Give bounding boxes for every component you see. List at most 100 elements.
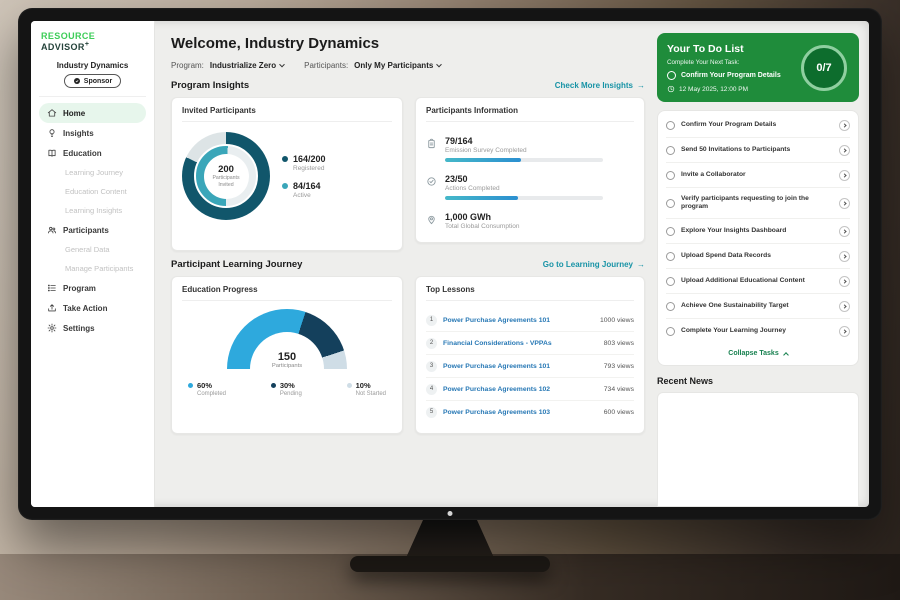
todo-title: Your To Do List (667, 43, 744, 55)
task-label: Confirm Your Program Details (681, 120, 777, 128)
task-row[interactable]: Upload Additional Educational Content (666, 269, 850, 295)
next-task-label: Confirm Your Program Details (681, 72, 781, 79)
program-select[interactable]: Industrialize Zero (209, 61, 285, 70)
progress-bar-fill (445, 158, 521, 162)
chevron-right-icon[interactable] (839, 144, 850, 156)
chevron-right-icon[interactable] (839, 325, 850, 337)
sidebar-item-participants[interactable]: Participants (39, 220, 146, 240)
legend-item: 30% Pending (270, 381, 302, 397)
sidebar-item-insights[interactable]: Insights (39, 123, 146, 143)
participants-filter-label: Participants: (304, 61, 349, 70)
task-label: Complete Your Learning Journey (681, 327, 786, 335)
go-to-learning-journey-link[interactable]: Go to Learning Journey → (543, 260, 645, 269)
chevron-right-icon[interactable] (839, 197, 850, 209)
sidebar-item-take-action[interactable]: Take Action (39, 298, 146, 318)
participants-select-value: Only My Participants (354, 61, 434, 70)
lesson-rank: 3 (426, 360, 437, 372)
task-checkbox[interactable] (666, 145, 675, 155)
nav-label: Settings (63, 323, 95, 333)
lesson-rank: 2 (426, 337, 437, 349)
sidebar-item-program[interactable]: Program (39, 278, 146, 298)
lesson-link[interactable]: Power Purchase Agreements 103 (443, 408, 551, 416)
task-checkbox[interactable] (666, 170, 675, 180)
gauge-center: 150 Participants (227, 351, 347, 369)
task-checkbox[interactable] (666, 326, 675, 336)
task-row[interactable]: Invite a Collaborator (666, 163, 850, 188)
task-checkbox[interactable] (666, 198, 675, 208)
upload-icon (48, 304, 56, 312)
account-name: Industry Dynamics (56, 61, 129, 70)
sidebar-item-education[interactable]: Education (39, 143, 146, 163)
donut-legend: 164/200 Registered 84/164 Active (282, 145, 326, 208)
legend-dot-pending (270, 383, 276, 388)
task-row[interactable]: Verify participants requesting to join t… (666, 188, 850, 220)
sidebar-item-manage-participants[interactable]: Manage Participants (39, 259, 146, 278)
stat-row: 1,000 GWh Total Global Consumption (426, 206, 634, 240)
lesson-link[interactable]: Power Purchase Agreements 101 (443, 316, 551, 324)
lesson-link[interactable]: Financial Considerations - VPPAs (443, 339, 552, 347)
gear-icon (47, 323, 57, 333)
todo-progress-value: 0/7 (816, 61, 832, 74)
task-list: Confirm Your Program Details Send 50 Inv… (657, 110, 859, 367)
sidebar-item-learning-journey[interactable]: Learning Journey (39, 163, 146, 182)
chevron-right-icon[interactable] (839, 250, 850, 262)
task-row[interactable]: Achieve One Sustainability Target (666, 294, 850, 320)
program-select-value: Industrialize Zero (209, 61, 277, 70)
sidebar-item-home[interactable]: Home (39, 103, 146, 123)
task-label: Verify participants requesting to join t… (681, 194, 809, 211)
sidebar-item-settings[interactable]: Settings (39, 318, 146, 338)
sidebar-item-learning-insights[interactable]: Learning Insights (39, 201, 146, 220)
sidebar-item-education-content[interactable]: Education Content (39, 182, 146, 201)
task-label: Achieve One Sustainability Target (681, 302, 789, 310)
chevron-right-icon[interactable] (839, 119, 850, 131)
lesson-link[interactable]: Power Purchase Agreements 101 (443, 362, 551, 370)
task-row[interactable]: Explore Your Insights Dashboard (666, 219, 850, 245)
task-row[interactable]: Send 50 Invitations to Participants (666, 138, 850, 163)
legend-item: 84/164 Active (282, 181, 326, 199)
legend-item: 10% Not Started (346, 381, 386, 397)
monitor-bezel: RESOURCE ADVISOR+ Industry Dynamics Spon… (18, 8, 882, 520)
donut-center-label: Participants Invited (212, 175, 240, 188)
chevron-right-icon[interactable] (839, 300, 850, 312)
sidebar-item-general-data[interactable]: General Data (39, 240, 146, 259)
lesson-row: 2 Financial Considerations - VPPAs 803 v… (426, 332, 634, 355)
account-section: Industry Dynamics Sponsor (39, 61, 146, 97)
task-checkbox[interactable] (666, 301, 675, 311)
task-checkbox[interactable] (666, 276, 675, 286)
task-row[interactable]: Upload Spend Data Records (666, 244, 850, 270)
task-checkbox[interactable] (666, 226, 675, 236)
education-progress-card: Education Progress 150 Participants 60% … (171, 276, 403, 434)
lesson-row: 3 Power Purchase Agreements 101 793 view… (426, 355, 634, 378)
nav-label: Program (63, 283, 96, 293)
chevron-right-icon[interactable] (839, 225, 850, 237)
task-label: Explore Your Insights Dashboard (681, 227, 787, 235)
monitor-stand-neck (405, 516, 495, 560)
donut-center: 200 Participants Invited (203, 153, 249, 199)
lesson-link[interactable]: Power Purchase Agreements 102 (443, 385, 551, 393)
invited-participants-card: Invited Participants 200 Participants In… (171, 97, 403, 251)
todo-progress-badge: 0/7 (801, 44, 847, 91)
next-task-due: 12 May 2025, 12:00 PM (667, 85, 849, 93)
participants-select[interactable]: Only My Participants (354, 61, 443, 70)
task-checkbox[interactable] (666, 251, 675, 261)
chevron-right-icon[interactable] (839, 275, 850, 287)
task-row[interactable]: Confirm Your Program Details (666, 113, 850, 138)
link-label: Go to Learning Journey (542, 260, 633, 269)
task-row[interactable]: Complete Your Learning Journey (666, 319, 850, 343)
lesson-views: 793 views (603, 362, 634, 370)
nav-label: Manage Participants (65, 264, 134, 273)
task-checkbox[interactable] (667, 71, 676, 80)
progress-bar-fill (445, 196, 518, 200)
collapse-tasks-link[interactable]: Collapse Tasks (666, 343, 850, 363)
gauge-center-value: 150 (277, 351, 297, 363)
check-more-insights-link[interactable]: Check More Insights → (555, 81, 645, 90)
arrow-right-icon: → (637, 260, 645, 269)
program-insights-title: Program Insights (171, 80, 250, 91)
legend-value: 84/164 (293, 180, 321, 191)
legend-value: 10% (355, 381, 371, 390)
page-title: Welcome, Industry Dynamics (171, 35, 380, 52)
dashboard-screen: RESOURCE ADVISOR+ Industry Dynamics Spon… (31, 21, 869, 507)
legend-dot-completed (188, 383, 193, 388)
task-checkbox[interactable] (666, 120, 675, 130)
chevron-right-icon[interactable] (839, 169, 850, 181)
